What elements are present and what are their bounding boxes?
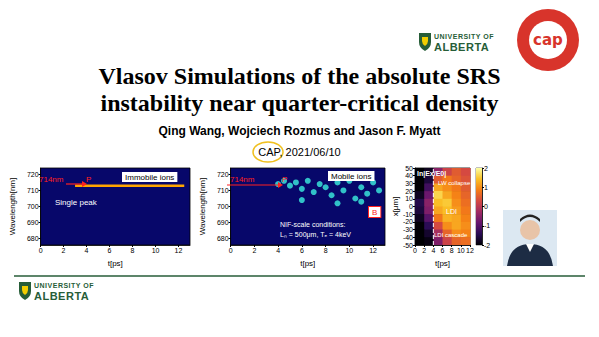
svg-text:1: 1 xyxy=(484,184,488,191)
svg-text:50: 50 xyxy=(405,165,413,172)
svg-text:700: 700 xyxy=(27,203,39,210)
svg-text:714nm: 714nm xyxy=(39,175,64,184)
svg-text:0: 0 xyxy=(413,247,417,254)
svg-text:720: 720 xyxy=(27,171,39,178)
svg-text:2: 2 xyxy=(484,165,488,172)
svg-text:710: 710 xyxy=(27,187,39,194)
svg-text:10: 10 xyxy=(405,195,413,202)
svg-text:LW collapse: LW collapse xyxy=(438,180,471,186)
svg-text:4: 4 xyxy=(276,247,280,254)
svg-text:LDI cascade: LDI cascade xyxy=(434,232,468,238)
html-text:UNIVERSITY OF: UNIVERSITY OF xyxy=(434,33,494,40)
html-text:ALBERTA: ALBERTA xyxy=(34,290,90,302)
svg-text:700: 700 xyxy=(217,203,229,210)
svg-text:Lₙ = 500μm, Tₑ = 4keV: Lₙ = 500μm, Tₑ = 4keV xyxy=(280,231,351,239)
html-text:CAP, 2021/06/10: CAP, 2021/06/10 xyxy=(258,146,341,158)
svg-text:0: 0 xyxy=(409,203,413,210)
svg-text:0: 0 xyxy=(229,247,233,254)
svg-text:690: 690 xyxy=(27,219,39,226)
svg-text:0: 0 xyxy=(484,203,488,210)
svg-text:12: 12 xyxy=(466,247,474,254)
svg-text:B: B xyxy=(372,208,377,217)
svg-text:x[μm]: x[μm] xyxy=(391,197,400,217)
svg-text:20: 20 xyxy=(405,188,413,195)
svg-text:4: 4 xyxy=(431,247,435,254)
svg-text:Wavelength[nm]: Wavelength[nm] xyxy=(198,178,207,236)
svg-text:P: P xyxy=(86,175,91,184)
svg-text:2: 2 xyxy=(422,247,426,254)
svg-text:Wavelength[nm]: Wavelength[nm] xyxy=(8,178,17,236)
svg-text:t[ps]: t[ps] xyxy=(435,259,450,268)
svg-text:10: 10 xyxy=(152,247,160,254)
svg-text:cap: cap xyxy=(533,31,563,49)
svg-text:12: 12 xyxy=(369,247,377,254)
svg-text:710: 710 xyxy=(217,187,229,194)
svg-text:8: 8 xyxy=(450,247,454,254)
svg-text:P: P xyxy=(282,175,287,184)
svg-text:680: 680 xyxy=(27,235,39,242)
svg-text:t[ps]: t[ps] xyxy=(108,259,123,268)
svg-text:-20: -20 xyxy=(403,218,413,225)
svg-text:8: 8 xyxy=(131,247,135,254)
svg-text:t[ps]: t[ps] xyxy=(300,259,315,268)
svg-text:6: 6 xyxy=(441,247,445,254)
html-text:Qing Wang, Wojciech Rozmus and: Qing Wang, Wojciech Rozmus and Jason F. … xyxy=(158,124,441,138)
svg-text:6: 6 xyxy=(300,247,304,254)
svg-text:Single peak: Single peak xyxy=(55,198,98,207)
svg-text:0: 0 xyxy=(39,247,43,254)
svg-text:720: 720 xyxy=(217,171,229,178)
svg-text:680: 680 xyxy=(217,235,229,242)
svg-text:30: 30 xyxy=(405,180,413,187)
svg-text:714nm: 714nm xyxy=(230,175,255,184)
svg-text:-1: -1 xyxy=(484,222,490,229)
html-text:Vlasov Simulations of the abso: Vlasov Simulations of the absolute SRS xyxy=(98,63,501,89)
svg-text:4: 4 xyxy=(85,247,89,254)
svg-text:-10: -10 xyxy=(403,211,413,218)
svg-text:2: 2 xyxy=(252,247,256,254)
svg-text:12: 12 xyxy=(175,247,183,254)
html-text:ALBERTA: ALBERTA xyxy=(434,41,490,53)
html-text:UNIVERSITY OF: UNIVERSITY OF xyxy=(34,282,94,289)
svg-text:690: 690 xyxy=(217,219,229,226)
svg-text:2: 2 xyxy=(62,247,66,254)
svg-text:-30: -30 xyxy=(403,226,413,233)
svg-text:-50: -50 xyxy=(403,242,413,249)
svg-text:Mobile ions: Mobile ions xyxy=(331,172,371,181)
svg-text:Immobile ions: Immobile ions xyxy=(125,173,174,182)
svg-text:-2: -2 xyxy=(484,242,490,249)
svg-text:10: 10 xyxy=(457,247,465,254)
svg-text:6: 6 xyxy=(108,247,112,254)
svg-text:NIF-scale conditions:: NIF-scale conditions: xyxy=(280,221,345,228)
svg-text:LDI: LDI xyxy=(446,208,457,215)
svg-text:8: 8 xyxy=(324,247,328,254)
svg-text:ln|Ex/E0|: ln|Ex/E0| xyxy=(417,170,446,178)
html-text:instability near quarter-criti: instability near quarter-critical densit… xyxy=(100,90,499,116)
svg-text:10: 10 xyxy=(345,247,353,254)
svg-text:40: 40 xyxy=(405,172,413,179)
svg-text:-40: -40 xyxy=(403,234,413,241)
